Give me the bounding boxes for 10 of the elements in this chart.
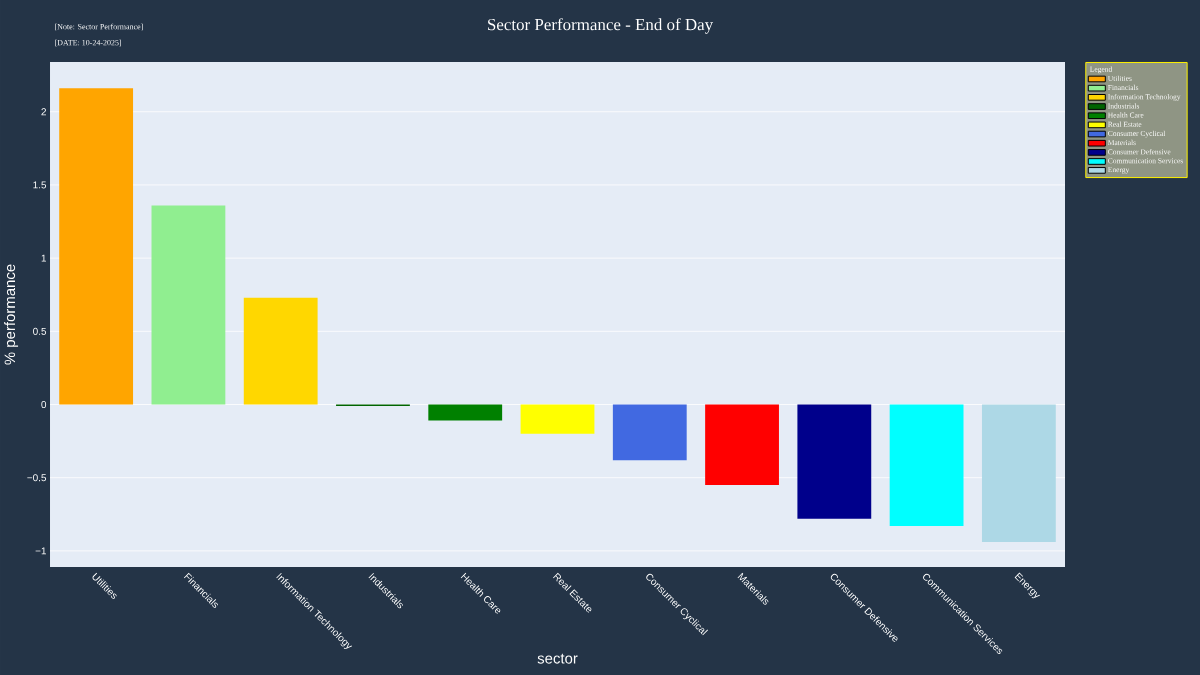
y-axis-title: % performance xyxy=(4,264,19,365)
y-tick-label: −0.5 xyxy=(27,474,47,482)
y-tick-label: 1 xyxy=(41,254,47,262)
chart-title: Sector Performance - End of Day xyxy=(488,18,714,34)
y-tick-label: −1 xyxy=(35,547,47,555)
y-tick-label: 1.5 xyxy=(33,181,47,189)
y-tick-label: 0.5 xyxy=(33,327,47,335)
y-tick-label: 0 xyxy=(41,400,47,409)
y-tick-label: 2 xyxy=(41,108,46,116)
x-axis-title: sector xyxy=(537,653,578,664)
